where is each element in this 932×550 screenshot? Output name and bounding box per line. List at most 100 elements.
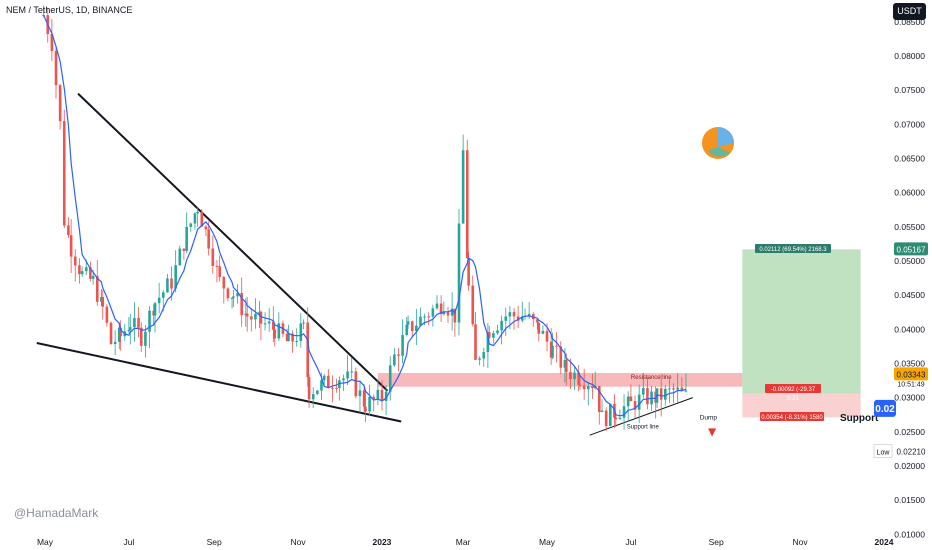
candle-body — [311, 394, 315, 400]
candle-body — [54, 50, 58, 86]
candle-body — [591, 386, 594, 389]
candle-body — [642, 388, 645, 395]
candle-body — [148, 310, 151, 332]
candle-body — [401, 335, 404, 356]
candle-body — [320, 380, 323, 391]
candle-body — [362, 390, 366, 407]
candle-body — [350, 371, 354, 373]
candle-body — [101, 297, 105, 307]
candle-body — [450, 308, 454, 316]
candle-body — [672, 388, 675, 390]
candle-body — [153, 303, 157, 316]
candle-body — [608, 403, 612, 426]
x-tick-label: Jul — [123, 537, 134, 547]
candle-body — [555, 345, 558, 347]
support-line — [589, 397, 693, 436]
target-zone — [742, 249, 861, 394]
candle-body — [478, 358, 481, 360]
moving-average-line — [43, 14, 687, 417]
candle-body — [376, 389, 380, 400]
logo-blue — [718, 127, 734, 147]
falling-wedge-upper-line — [77, 92, 389, 392]
candle-body — [232, 296, 235, 298]
candle-body — [285, 333, 289, 342]
candle-body — [457, 223, 461, 323]
candle-body — [549, 341, 553, 358]
candle-body — [633, 401, 637, 410]
y-tick-label: 0.06500 — [894, 154, 925, 164]
candle-body — [664, 388, 667, 400]
y-tick-label: 0.02500 — [894, 427, 925, 437]
y-tick-label: 0.03000 — [894, 393, 925, 403]
candle-body — [263, 323, 267, 325]
candle-body — [500, 320, 503, 331]
candle-body — [335, 387, 338, 389]
x-tick-label: Jul — [625, 537, 636, 547]
candle-body — [137, 317, 140, 328]
candle-body — [200, 211, 204, 227]
candle-body — [442, 312, 446, 315]
candle-body — [569, 372, 572, 380]
candle-body — [496, 330, 499, 334]
target-price-badge — [894, 242, 928, 256]
risk-box — [765, 384, 821, 393]
y-tick-label: 0.06000 — [894, 188, 925, 198]
candle-body — [563, 359, 567, 368]
candle-body — [527, 313, 531, 316]
candle-body — [415, 325, 418, 332]
candle-body — [465, 150, 469, 259]
candle-body — [586, 386, 590, 390]
candle-body — [302, 322, 305, 324]
candle-body — [453, 308, 457, 323]
y-tick-label: 0.01000 — [894, 529, 925, 539]
candle-body — [626, 396, 630, 407]
logo-teal — [708, 147, 730, 157]
candle-body — [427, 316, 431, 318]
candle-body — [240, 292, 243, 316]
candle-body — [244, 313, 248, 316]
candle-body — [659, 388, 663, 400]
candle-body — [492, 333, 495, 338]
x-tick-label: Mar — [456, 537, 471, 547]
candle-body — [50, 33, 54, 51]
candle-body — [196, 211, 199, 214]
candle-body — [471, 285, 475, 325]
candle-body — [230, 297, 234, 299]
x-tick-label: Sep — [207, 537, 222, 547]
currency-button[interactable]: USDT — [893, 3, 926, 20]
candle-body — [218, 266, 221, 278]
candle-body — [536, 319, 539, 323]
low-price-label: 0.02210 — [897, 448, 926, 457]
candle-body — [410, 321, 414, 332]
candle-body — [668, 388, 671, 390]
resistance-zone — [377, 373, 743, 387]
candle-body — [600, 410, 604, 412]
candle-body — [139, 327, 143, 346]
stop-box-label: 0.00354 (-8.31%) 1580 — [761, 415, 823, 421]
candle-body — [299, 323, 303, 341]
candle-body — [327, 375, 330, 388]
candle-body — [67, 225, 70, 236]
candle-body — [545, 330, 549, 342]
candle-body — [578, 384, 582, 386]
y-tick-label: 0.04500 — [894, 290, 925, 300]
candle-body — [354, 371, 358, 397]
candle-body — [207, 229, 210, 249]
candle-body — [295, 340, 298, 342]
candle-body — [127, 329, 131, 332]
current-price-label: 0.02 — [875, 404, 895, 415]
dump-label: Dump — [700, 414, 718, 421]
candle-body — [637, 394, 641, 410]
candle-body — [113, 341, 117, 344]
candle-body — [380, 389, 384, 401]
candle-body — [306, 322, 310, 378]
candle-body — [166, 278, 169, 293]
support-label: Support line — [627, 424, 660, 430]
current-price-badge — [874, 399, 896, 417]
candle-body — [174, 265, 177, 289]
candle-body — [152, 310, 155, 316]
candle-body — [541, 330, 545, 334]
candle-body — [128, 327, 132, 330]
x-tick-label: 2024 — [875, 537, 894, 547]
